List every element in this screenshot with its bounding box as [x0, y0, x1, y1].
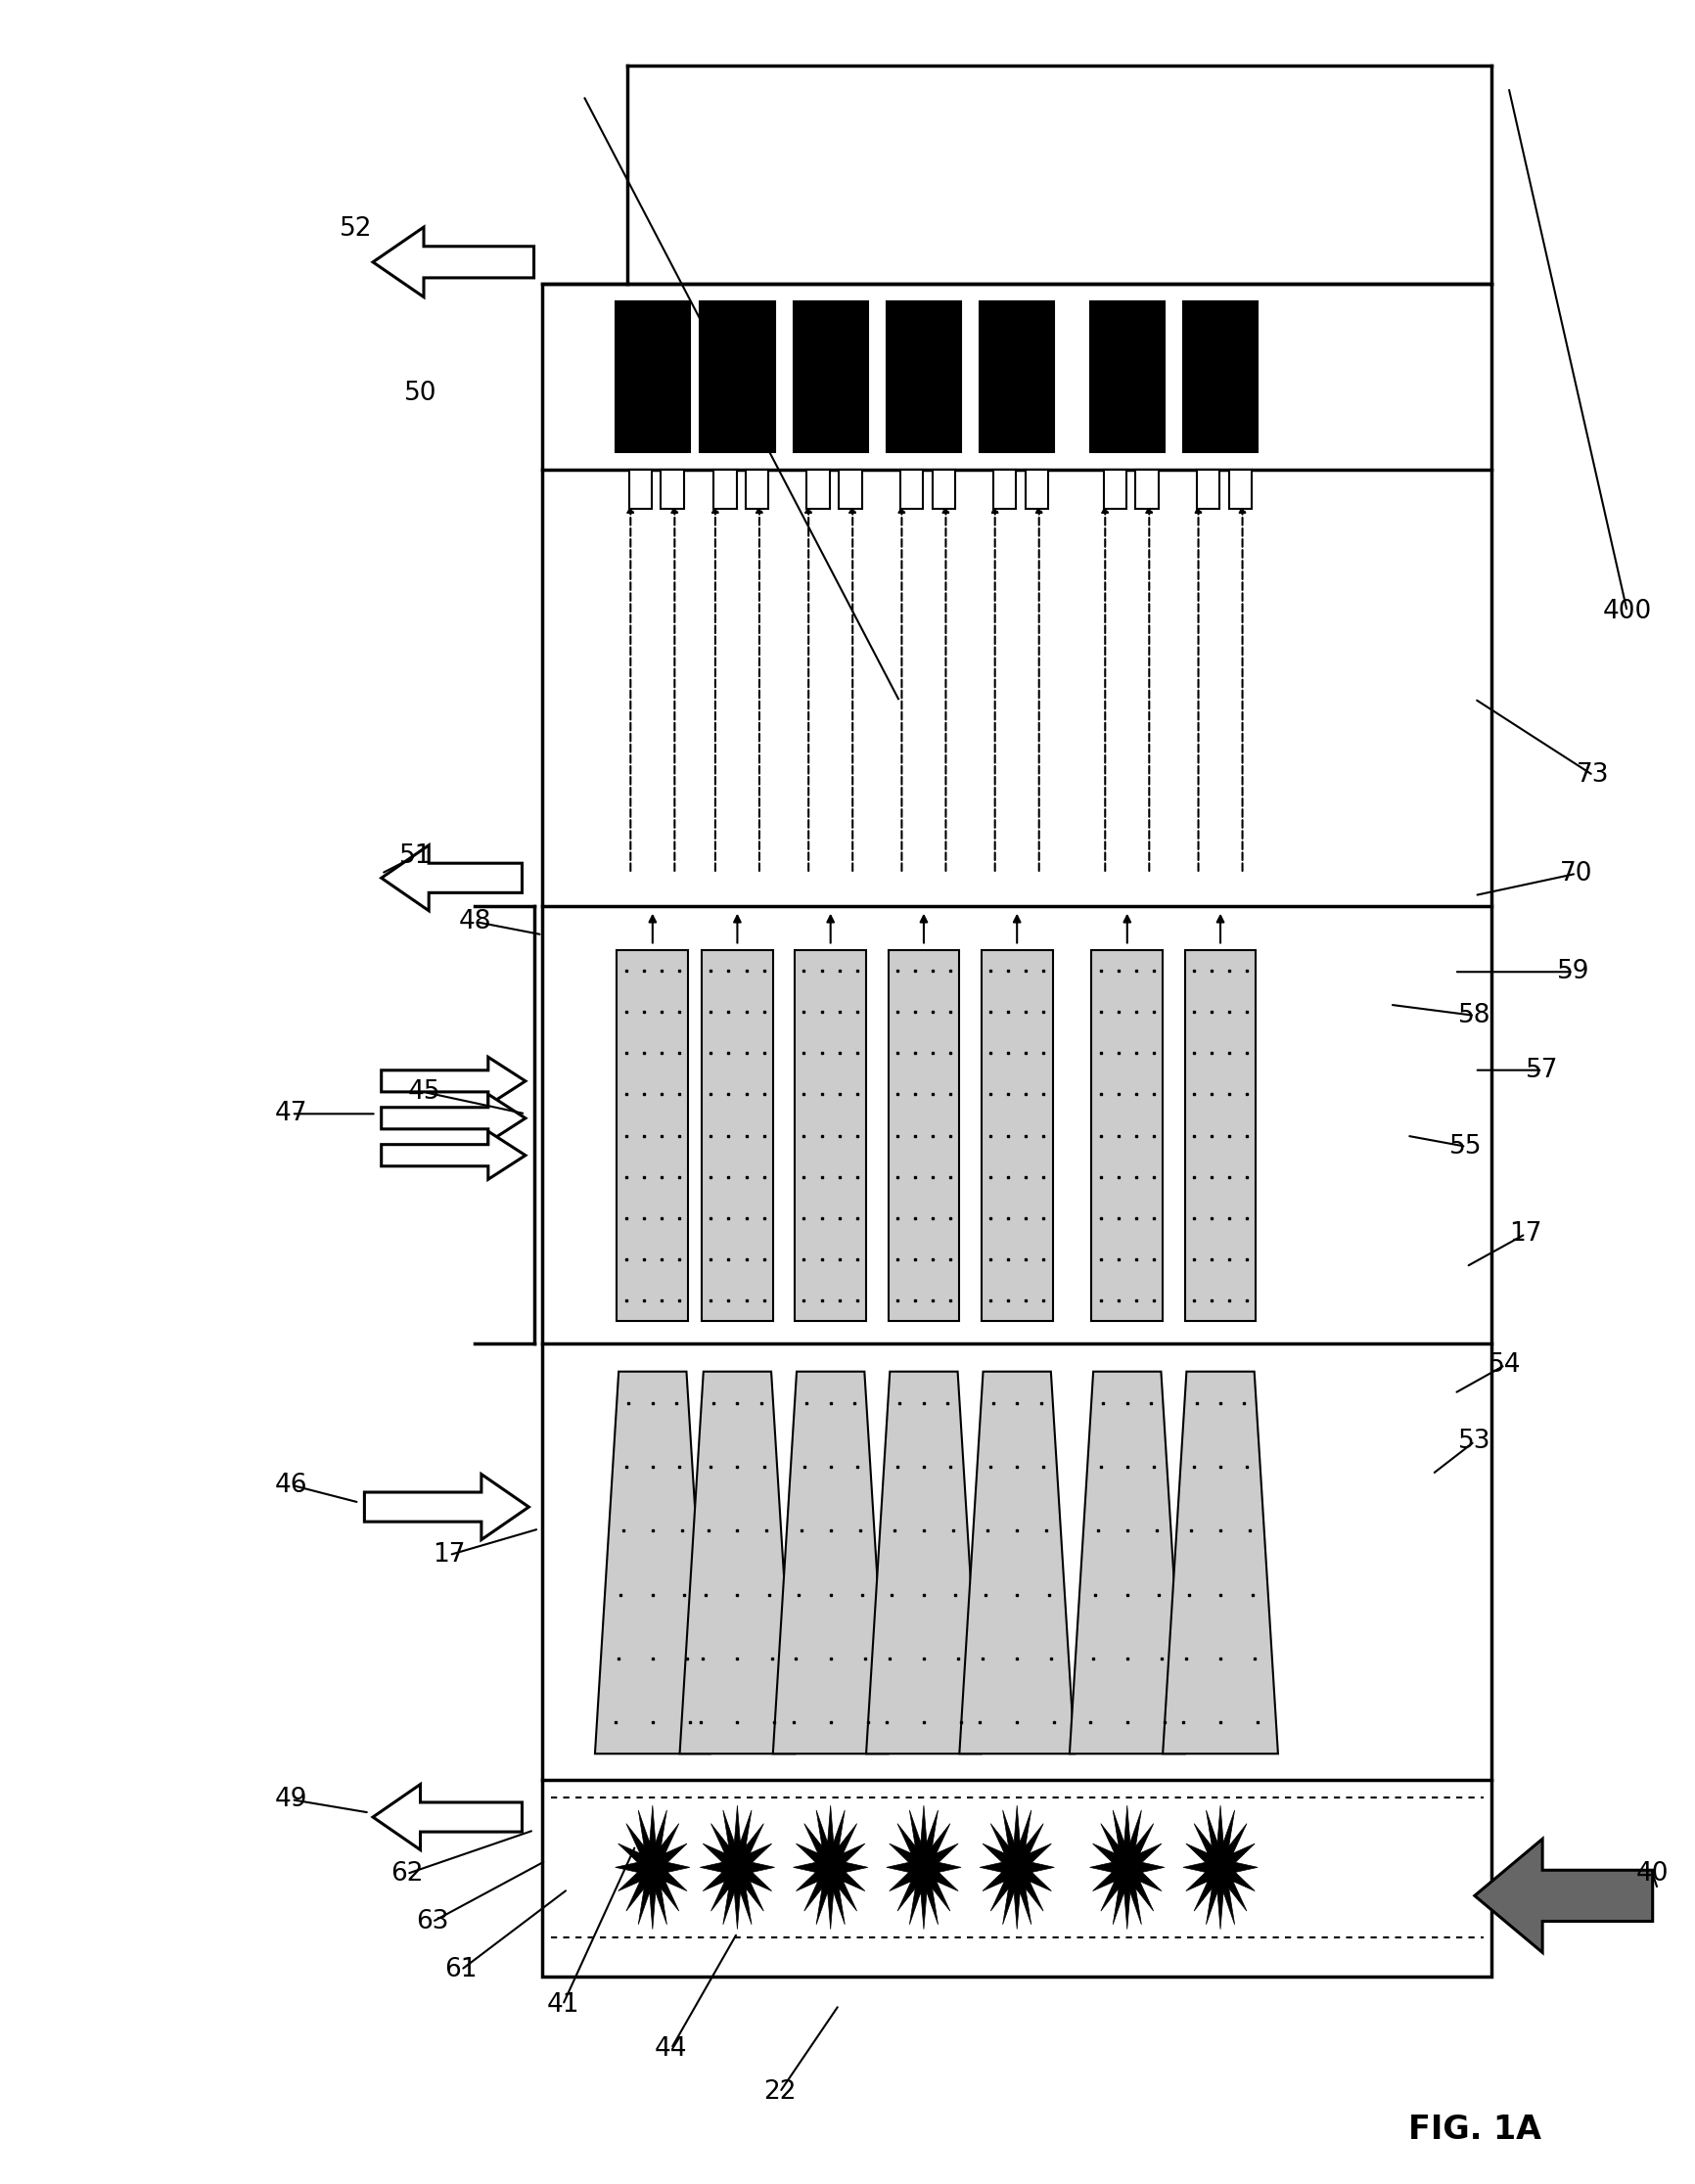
Bar: [932, 470, 956, 509]
Polygon shape: [381, 1131, 525, 1179]
Polygon shape: [773, 1372, 888, 1754]
Bar: [795, 950, 866, 1321]
Bar: [1103, 470, 1125, 509]
Text: 70: 70: [1559, 860, 1593, 887]
Polygon shape: [1475, 1839, 1653, 1952]
Bar: [1090, 301, 1164, 452]
Bar: [714, 470, 737, 509]
Bar: [629, 470, 651, 509]
Bar: [615, 301, 690, 452]
Text: 400: 400: [1602, 598, 1653, 625]
Text: 22: 22: [763, 2079, 797, 2105]
Bar: [1025, 470, 1048, 509]
Polygon shape: [381, 1094, 525, 1142]
Polygon shape: [1183, 1806, 1258, 1928]
Polygon shape: [364, 1474, 529, 1540]
Text: 62: 62: [390, 1861, 424, 1887]
Text: 46: 46: [275, 1472, 308, 1498]
Polygon shape: [793, 1806, 868, 1928]
Bar: [1197, 470, 1219, 509]
Text: 44: 44: [654, 2035, 688, 2062]
Bar: [888, 950, 959, 1321]
Bar: [1136, 470, 1158, 509]
Text: 53: 53: [1458, 1428, 1492, 1455]
Text: 63: 63: [415, 1909, 449, 1935]
Bar: [1092, 950, 1163, 1321]
Text: 51: 51: [398, 843, 432, 869]
Bar: [993, 470, 1015, 509]
Bar: [746, 470, 770, 509]
Bar: [542, 284, 1492, 1977]
Polygon shape: [959, 1372, 1075, 1754]
Bar: [981, 950, 1053, 1321]
Bar: [661, 470, 685, 509]
Polygon shape: [886, 1806, 961, 1928]
Text: 50: 50: [403, 380, 437, 406]
Bar: [900, 470, 922, 509]
Text: 47: 47: [275, 1101, 308, 1127]
Polygon shape: [381, 1057, 525, 1105]
Text: 41: 41: [546, 1992, 580, 2018]
Text: 57: 57: [1526, 1057, 1559, 1083]
Polygon shape: [866, 1372, 981, 1754]
Polygon shape: [595, 1372, 710, 1754]
Text: 58: 58: [1458, 1002, 1492, 1029]
Polygon shape: [373, 227, 534, 297]
Bar: [886, 301, 961, 452]
Bar: [617, 950, 688, 1321]
Polygon shape: [381, 845, 522, 911]
Text: 45: 45: [407, 1079, 441, 1105]
Text: 55: 55: [1449, 1133, 1483, 1160]
Text: 59: 59: [1556, 959, 1590, 985]
Polygon shape: [373, 1784, 522, 1850]
Text: FIG. 1A: FIG. 1A: [1409, 2114, 1541, 2145]
Polygon shape: [1070, 1372, 1185, 1754]
Bar: [1229, 470, 1251, 509]
Bar: [702, 950, 773, 1321]
Bar: [807, 470, 831, 509]
Bar: [839, 470, 861, 509]
Text: 52: 52: [339, 216, 373, 242]
Text: 48: 48: [458, 909, 492, 935]
Polygon shape: [680, 1372, 795, 1754]
Text: 17: 17: [1509, 1221, 1542, 1247]
Bar: [980, 301, 1054, 452]
Bar: [793, 301, 868, 452]
Text: 54: 54: [1488, 1352, 1522, 1378]
Bar: [700, 301, 775, 452]
Polygon shape: [615, 1806, 690, 1928]
Text: 49: 49: [275, 1787, 308, 1813]
Polygon shape: [700, 1806, 775, 1928]
Polygon shape: [980, 1806, 1054, 1928]
Text: 73: 73: [1576, 762, 1610, 788]
Polygon shape: [1090, 1806, 1164, 1928]
Text: 61: 61: [444, 1957, 478, 1983]
Polygon shape: [1163, 1372, 1278, 1754]
Bar: [1185, 950, 1256, 1321]
Text: 17: 17: [432, 1542, 466, 1568]
Text: 40: 40: [1636, 1861, 1670, 1887]
Bar: [1183, 301, 1258, 452]
